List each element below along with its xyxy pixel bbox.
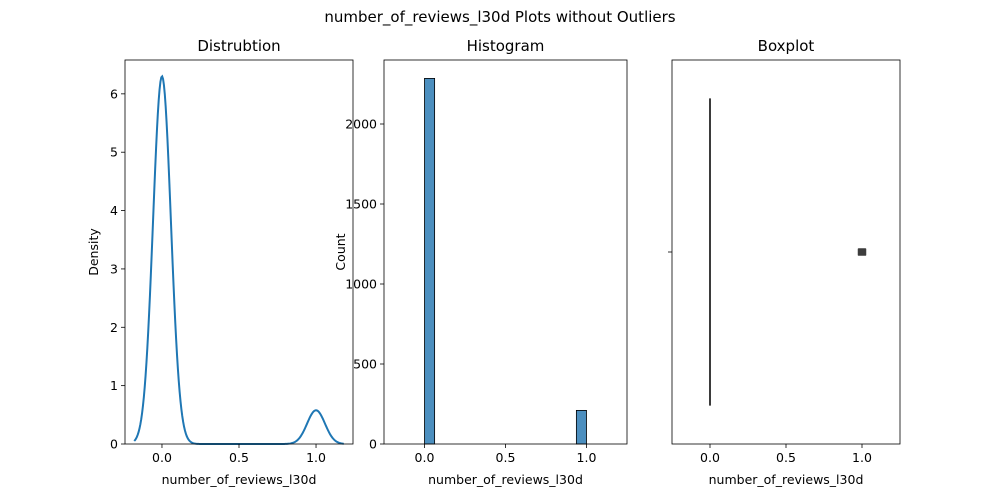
figure-title: number_of_reviews_l30d Plots without Out… xyxy=(324,8,675,27)
y-tick-label: 6 xyxy=(110,86,118,101)
x-tick-label: 1.0 xyxy=(577,450,597,465)
histogram-bar-0 xyxy=(424,78,436,445)
x-axis-label: number_of_reviews_l30d xyxy=(428,472,583,487)
y-tick-label: 1000 xyxy=(345,277,377,292)
y-tick-label: 2000 xyxy=(345,117,377,132)
y-tick-label: 1 xyxy=(110,378,118,393)
y-tick-label: 0 xyxy=(110,437,118,452)
box-outlier-0 xyxy=(857,248,867,256)
x-tick-label: 0.5 xyxy=(229,450,249,465)
histogram-bar-1 xyxy=(575,409,587,445)
axes-title: Distrubtion xyxy=(197,37,280,55)
y-tick-label: 0 xyxy=(369,437,377,452)
kde-line xyxy=(133,74,344,445)
x-tick-label: 0.0 xyxy=(415,450,435,465)
x-axis-label: number_of_reviews_l30d xyxy=(162,472,317,487)
x-tick-label: 0.5 xyxy=(496,450,516,465)
x-tick-label: 0.5 xyxy=(776,450,796,465)
axes-frame xyxy=(124,59,354,445)
y-tick-label: 3 xyxy=(110,261,118,276)
chart-histogram: Histogram 0.0 0.5 1.0 number_of_reviews_l30d… xyxy=(333,37,628,487)
y-tick-label: 2 xyxy=(110,320,118,335)
x-axis-label: number_of_reviews_l30d xyxy=(709,472,864,487)
x-tick-label: 0.0 xyxy=(152,450,172,465)
axes-title: Histogram xyxy=(467,37,545,55)
chart-boxplot: Boxplot 0.0 0.5 1.0 number_of_reviews_l30d xyxy=(668,37,901,487)
x-tick-label: 1.0 xyxy=(306,450,326,465)
y-tick-label: 500 xyxy=(353,357,377,372)
x-tick-label: 0.0 xyxy=(700,450,720,465)
y-tick-label: 4 xyxy=(110,203,118,218)
y-tick-label: 1500 xyxy=(345,197,377,212)
y-axis-label: Density xyxy=(86,228,101,276)
axes-frame xyxy=(383,59,628,445)
y-axis-label: Count xyxy=(333,233,348,270)
y-tick-label: 5 xyxy=(110,145,118,160)
x-tick-label: 1.0 xyxy=(852,450,872,465)
chart-distribution: Distrubtion 0.0 0.5 1.0 number_of_reviews_l3… xyxy=(86,37,354,487)
axes-title: Boxplot xyxy=(758,37,815,55)
